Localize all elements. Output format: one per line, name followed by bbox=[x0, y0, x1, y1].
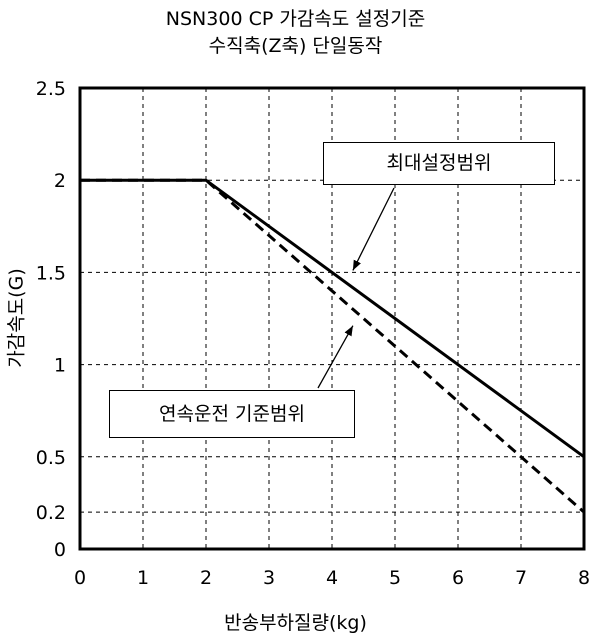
y-tick-label: 0 bbox=[54, 539, 66, 561]
x-tick-label: 5 bbox=[389, 567, 401, 589]
y-axis-title: 가감속도(G) bbox=[2, 268, 29, 367]
x-tick-label: 1 bbox=[137, 567, 149, 589]
y-tick-label: 2.5 bbox=[36, 78, 66, 100]
x-tick-label: 0 bbox=[74, 567, 86, 589]
y-tick-label: 0.5 bbox=[36, 447, 66, 469]
x-tick-label: 8 bbox=[578, 567, 590, 589]
x-tick-label: 7 bbox=[515, 567, 527, 589]
x-tick-label: 6 bbox=[452, 567, 464, 589]
x-tick-label: 4 bbox=[326, 567, 338, 589]
y-tick-label: 0.2 bbox=[36, 502, 66, 524]
continuous-range-callout: 연속운전 기준범위 bbox=[109, 390, 355, 438]
y-tick-label: 2 bbox=[54, 170, 66, 192]
y-tick-label: 1 bbox=[54, 355, 66, 377]
x-tick-label: 3 bbox=[263, 567, 275, 589]
x-axis-title: 반송부하질량(kg) bbox=[0, 608, 591, 635]
max-range-callout: 최대설정범위 bbox=[323, 142, 555, 185]
x-tick-label: 2 bbox=[200, 567, 212, 589]
annotation-arrow bbox=[318, 326, 353, 388]
y-tick-label: 1.5 bbox=[36, 262, 66, 284]
annotation-arrow bbox=[353, 188, 394, 270]
